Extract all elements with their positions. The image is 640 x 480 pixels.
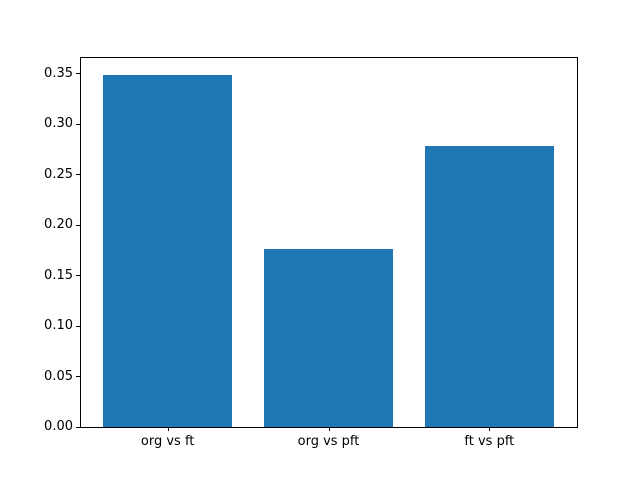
y-tick-label: 0.25 bbox=[44, 166, 73, 182]
y-tick-mark bbox=[76, 224, 80, 226]
x-tick-label: org vs ft bbox=[140, 434, 195, 449]
bar-org-vs-pft bbox=[264, 249, 393, 427]
y-tick-label: 0.15 bbox=[44, 267, 73, 283]
y-tick-mark bbox=[76, 376, 80, 378]
axis-spine-right bbox=[577, 57, 578, 428]
bar-ft-vs-pft bbox=[425, 146, 554, 427]
y-tick-label: 0.20 bbox=[44, 217, 73, 233]
x-tick-label: ft vs pft bbox=[464, 434, 515, 449]
bar-org-vs-ft bbox=[103, 74, 232, 427]
x-tick-label: org vs pft bbox=[297, 434, 360, 449]
y-tick-mark bbox=[76, 275, 80, 277]
axis-spine-bottom bbox=[80, 427, 578, 428]
x-tick-mark bbox=[328, 427, 330, 431]
y-tick-mark bbox=[76, 174, 80, 176]
x-tick-mark bbox=[489, 427, 491, 431]
y-tick-label: 0.10 bbox=[44, 318, 73, 334]
y-tick-mark bbox=[76, 73, 80, 75]
y-tick-label: 0.05 bbox=[44, 368, 73, 384]
axis-spine-left bbox=[80, 57, 81, 428]
x-tick-mark bbox=[167, 427, 169, 431]
axis-spine-top bbox=[80, 57, 578, 58]
y-tick-label: 0.30 bbox=[44, 116, 73, 132]
y-tick-label: 0.00 bbox=[44, 419, 73, 434]
y-tick-mark bbox=[76, 426, 80, 428]
y-tick-mark bbox=[76, 123, 80, 125]
y-tick-label: 0.35 bbox=[44, 65, 73, 81]
y-tick-mark bbox=[76, 325, 80, 327]
